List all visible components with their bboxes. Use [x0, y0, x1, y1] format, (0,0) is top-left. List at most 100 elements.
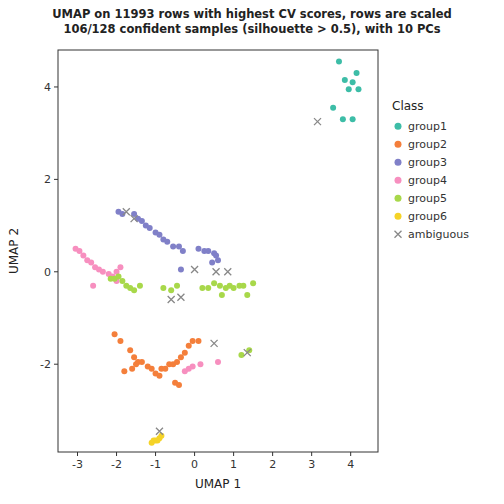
point: [211, 280, 217, 286]
legend-label: group2: [408, 138, 447, 151]
x-tick-label: -2: [111, 458, 122, 471]
x-tick: [272, 452, 273, 456]
x-tick-label: 4: [347, 458, 354, 471]
series-ambiguous: [123, 118, 321, 435]
series-group1: [330, 59, 361, 123]
point: [90, 283, 96, 289]
point: [176, 243, 182, 249]
legend-label: ambiguous: [408, 228, 469, 241]
legend-label: group3: [408, 156, 447, 169]
point: [147, 225, 153, 231]
title-line: UMAP on 11993 rows with highest CV score…: [52, 7, 451, 21]
y-tick: [54, 364, 58, 365]
point: [190, 364, 196, 370]
point-x: [213, 268, 220, 275]
legend-label: group5: [408, 192, 447, 205]
point: [231, 285, 237, 291]
x-tick-label: 2: [269, 458, 276, 471]
point-x: [123, 208, 130, 215]
point: [238, 352, 244, 358]
point: [346, 86, 352, 92]
point: [119, 278, 125, 284]
marks: [73, 59, 362, 446]
point: [156, 232, 162, 238]
point: [186, 343, 192, 349]
series-group3: [115, 209, 221, 273]
point: [180, 248, 186, 254]
y-tick: [54, 179, 58, 180]
point: [139, 218, 145, 224]
plot-frame: [58, 50, 378, 452]
legend-marker: [395, 123, 402, 130]
point: [164, 239, 170, 245]
point: [127, 347, 133, 353]
point: [219, 292, 225, 298]
point-x: [211, 340, 218, 347]
point: [121, 368, 127, 374]
point: [336, 59, 342, 65]
series-group4: [73, 246, 221, 374]
point: [342, 77, 348, 83]
point: [182, 350, 188, 356]
x-axis-label: UMAP 1: [195, 477, 241, 491]
point: [215, 359, 221, 365]
legend-label: group1: [408, 120, 447, 133]
x-tick-label: -3: [72, 458, 83, 471]
point-x: [244, 349, 251, 356]
point: [100, 269, 106, 275]
point: [354, 70, 360, 76]
point: [174, 359, 180, 365]
x-tick: [194, 452, 195, 456]
legend-marker: [395, 231, 402, 238]
title-line: 106/128 confident samples (silhouette > …: [63, 22, 440, 36]
legend-marker: [395, 141, 402, 148]
point: [178, 354, 184, 360]
y-axis-label: UMAP 2: [7, 228, 21, 274]
y-tick: [54, 271, 58, 272]
point: [195, 338, 201, 344]
point: [195, 246, 201, 252]
point: [131, 354, 137, 360]
point: [217, 283, 223, 289]
point: [117, 338, 123, 344]
point: [129, 366, 135, 372]
x-tick-label: 0: [191, 458, 198, 471]
legend-label: group4: [408, 174, 447, 187]
legend-marker: [395, 195, 402, 202]
title: UMAP on 11993 rows with highest CV score…: [52, 7, 451, 36]
point: [355, 86, 361, 92]
point: [244, 292, 250, 298]
point-x: [156, 428, 163, 435]
series-group2: [112, 331, 202, 388]
point-x: [191, 266, 198, 273]
x-tick: [77, 452, 78, 456]
point-x: [314, 118, 321, 125]
point: [162, 366, 168, 372]
point: [240, 283, 246, 289]
point: [340, 116, 346, 122]
point: [149, 366, 155, 372]
point: [199, 285, 205, 291]
legend-marker: [395, 159, 402, 166]
background: [0, 0, 504, 504]
point: [350, 116, 356, 122]
point: [178, 266, 184, 272]
point: [176, 382, 182, 388]
point: [76, 248, 82, 254]
legend-label: group6: [408, 210, 447, 223]
point: [160, 285, 166, 291]
point: [131, 287, 137, 293]
series-group5: [108, 273, 256, 358]
point: [112, 331, 118, 337]
x-tick: [116, 452, 117, 456]
x-tick: [233, 452, 234, 456]
legend-marker: [395, 177, 402, 184]
x-tick-label: 1: [230, 458, 237, 471]
y-tick: [54, 86, 58, 87]
point: [205, 285, 211, 291]
point: [215, 257, 221, 263]
point: [209, 260, 215, 266]
y-tick-label: 0: [44, 266, 51, 279]
point: [137, 283, 143, 289]
point-x: [224, 268, 231, 275]
